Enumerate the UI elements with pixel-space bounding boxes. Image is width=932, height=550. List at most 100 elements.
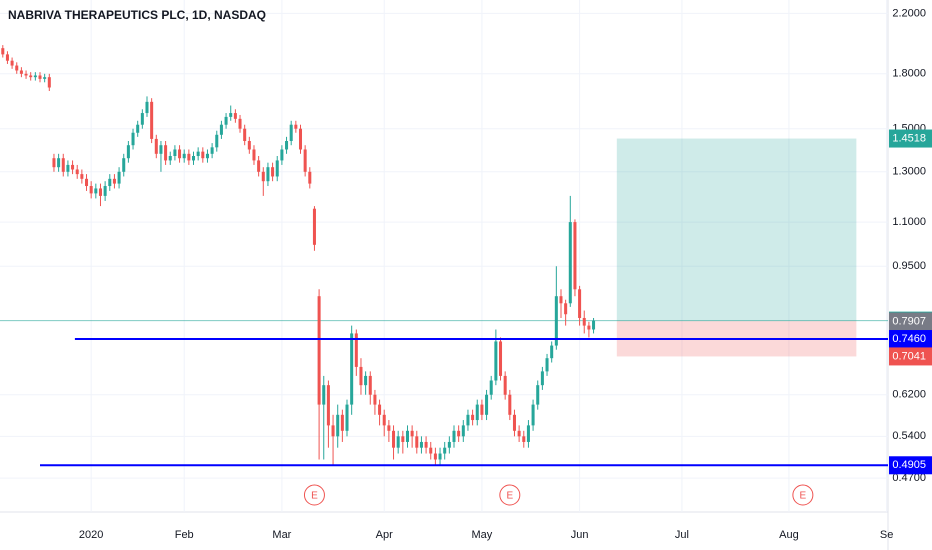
candle-body [229, 113, 233, 117]
candle-body [191, 156, 196, 161]
last-price-label: 0.7907 [892, 315, 926, 327]
candle-body [512, 414, 516, 431]
x-tick-label: Feb [175, 529, 194, 541]
candle-body [266, 167, 270, 182]
candle-body [475, 404, 479, 421]
y-tick-label: 1.1000 [892, 216, 926, 228]
candle-body [466, 414, 470, 426]
candle-body [564, 303, 568, 315]
line-price-label: 0.4905 [892, 459, 926, 471]
candle-body [522, 436, 526, 442]
candle-body [350, 333, 354, 405]
candle-body [289, 124, 293, 141]
candle-body [131, 132, 135, 146]
candle-body [554, 296, 558, 346]
y-tick-label: 0.5400 [892, 430, 926, 442]
candle-body [187, 153, 191, 161]
x-tick-label: Se [880, 529, 893, 541]
target-price-label: 1.4518 [892, 132, 926, 144]
candle-body [545, 358, 549, 372]
candle-body [10, 60, 14, 66]
candle-body [396, 436, 400, 448]
candle-body [29, 75, 33, 78]
candle-body [405, 430, 409, 442]
candle-body [485, 394, 489, 415]
candle-body [303, 149, 307, 172]
candle-body [71, 164, 75, 170]
candle-body [61, 158, 65, 172]
x-tick-label: Jul [675, 529, 689, 541]
candle-body [164, 145, 168, 161]
candle-body [559, 296, 563, 304]
line-price-label-box [889, 330, 932, 349]
candle-body [550, 345, 554, 359]
earnings-label: E [506, 491, 513, 502]
candle-body [419, 441, 423, 448]
candle-body [382, 414, 386, 426]
candle-body [443, 447, 447, 454]
candle-body [410, 430, 414, 437]
candle-body [322, 385, 326, 405]
candle-body [415, 436, 419, 448]
candle-body [140, 113, 144, 125]
grid [0, 0, 888, 512]
candle-body [159, 145, 163, 154]
candle-body [94, 188, 98, 194]
candle-body [312, 208, 316, 245]
candle-body [317, 296, 321, 405]
line-price-label: 0.7460 [892, 333, 926, 345]
candle-body [247, 140, 251, 150]
candle-body [238, 118, 242, 129]
x-tick-label: Mar [272, 529, 291, 541]
candle-body [503, 375, 507, 395]
candle-body [364, 375, 368, 386]
candle-body [578, 289, 582, 318]
candle-body [19, 70, 23, 74]
y-tick-label: 2.2000 [892, 7, 926, 19]
y-tick-label: 1.8000 [892, 68, 926, 80]
y-tick-label: 0.6200 [892, 389, 926, 401]
stop-price-label-box [889, 347, 932, 366]
candle-body [47, 77, 51, 88]
candle-body [368, 375, 372, 395]
candle-body [233, 113, 237, 119]
candle-body [224, 116, 228, 125]
candle-body [326, 385, 330, 426]
candle-body [182, 153, 186, 159]
candle-body [168, 156, 172, 161]
candle-body [540, 371, 544, 386]
x-tick-label: Apr [376, 529, 393, 541]
y-tick-label: 0.4700 [892, 472, 926, 484]
candle-body [98, 188, 102, 196]
candle-body [573, 222, 577, 290]
candle-body [494, 341, 498, 381]
candle-body [359, 366, 363, 386]
candle-body [89, 186, 93, 194]
candle-body [252, 149, 256, 161]
candle-body [80, 174, 84, 179]
candle-body [275, 160, 279, 177]
candle-body [447, 441, 451, 448]
candle-body [294, 124, 298, 129]
candle-body [261, 171, 265, 182]
scales: 2.20001.80001.50001.30001.10000.95000.62… [79, 7, 932, 541]
x-tick-label: Aug [779, 529, 799, 541]
x-tick-label: 2020 [79, 529, 103, 541]
y-tick-label: 1.3000 [892, 166, 926, 178]
y-tick-label: 0.9500 [892, 260, 926, 272]
candle-body [15, 65, 19, 71]
candle-body [117, 171, 121, 184]
candle-body [136, 124, 140, 133]
candle-body [378, 404, 382, 415]
candle-body [178, 149, 182, 159]
candle-body [57, 158, 61, 168]
candle-body [75, 169, 79, 175]
candle-body [5, 54, 9, 61]
earnings-marker [303, 484, 325, 506]
candle-body [201, 151, 205, 159]
candle-body [424, 441, 428, 448]
candle-body [592, 320, 596, 330]
candle-body [43, 77, 47, 79]
